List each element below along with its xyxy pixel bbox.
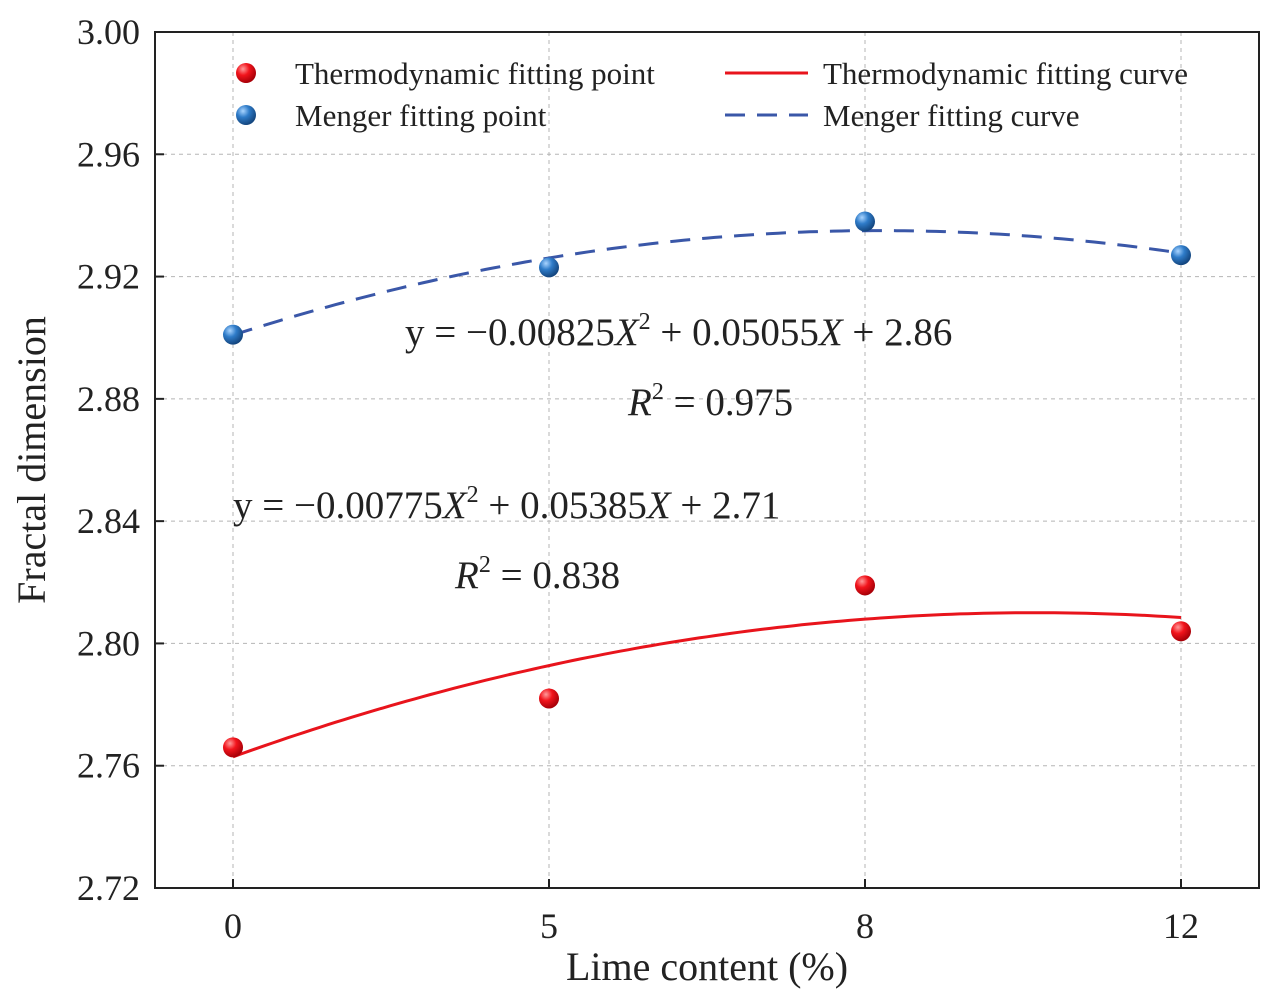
x-axis-title: Lime content (%) — [566, 944, 848, 989]
thermodynamic-point — [1171, 621, 1191, 642]
x-axis-ticks: 0 5 8 12 — [224, 879, 1199, 946]
y-tick-label: 2.92 — [77, 257, 140, 297]
thermodynamic-point — [223, 737, 243, 758]
legend: Thermodynamic fitting point Menger fitti… — [236, 56, 1188, 133]
y-tick-label: 2.76 — [77, 746, 140, 786]
menger-equation: y = −0.00825X2 + 0.05055X + 2.86 — [405, 309, 952, 354]
menger-point — [539, 257, 559, 278]
x-tick-label: 5 — [540, 906, 558, 946]
thermodynamic-fitting-curve — [232, 611, 1182, 759]
legend-thermo-point-label: Thermodynamic fitting point — [295, 56, 655, 91]
legend-menger-curve-label: Menger fitting curve — [823, 98, 1080, 133]
menger-point — [223, 324, 243, 345]
y-tick-label: 2.80 — [77, 623, 140, 663]
menger-r2: R2 = 0.975 — [627, 379, 793, 424]
thermo-r2: R2 = 0.838 — [454, 552, 620, 597]
menger-fitting-curve — [232, 229, 1182, 337]
thermodynamic-point — [855, 575, 875, 596]
menger-point — [855, 211, 875, 232]
thermo-equation: y = −0.00775X2 + 0.05385X + 2.71 — [233, 482, 780, 527]
y-tick-label: 2.88 — [77, 379, 140, 419]
x-tick-label: 12 — [1163, 906, 1199, 946]
y-tick-label: 3.00 — [77, 12, 140, 52]
legend-thermo-curve-label: Thermodynamic fitting curve — [823, 56, 1188, 91]
y-tick-label: 2.72 — [77, 868, 140, 908]
x-tick-label: 0 — [224, 906, 242, 946]
y-axis-ticks: 2.72 2.76 2.80 2.84 2.88 2.92 2.96 3.00 — [77, 12, 164, 908]
legend-thermo-point-marker — [236, 63, 256, 83]
plot-frame — [154, 31, 1260, 889]
thermodynamic-point — [539, 688, 559, 709]
y-axis-title: Fractal dimension — [9, 316, 54, 604]
grid-lines — [155, 32, 1259, 888]
y-tick-label: 2.96 — [77, 134, 140, 174]
y-tick-label: 2.84 — [77, 501, 140, 541]
menger-point — [1171, 245, 1191, 266]
series — [223, 211, 1191, 759]
x-tick-label: 8 — [856, 906, 874, 946]
legend-menger-point-label: Menger fitting point — [295, 98, 547, 133]
legend-menger-point-marker — [236, 105, 256, 125]
